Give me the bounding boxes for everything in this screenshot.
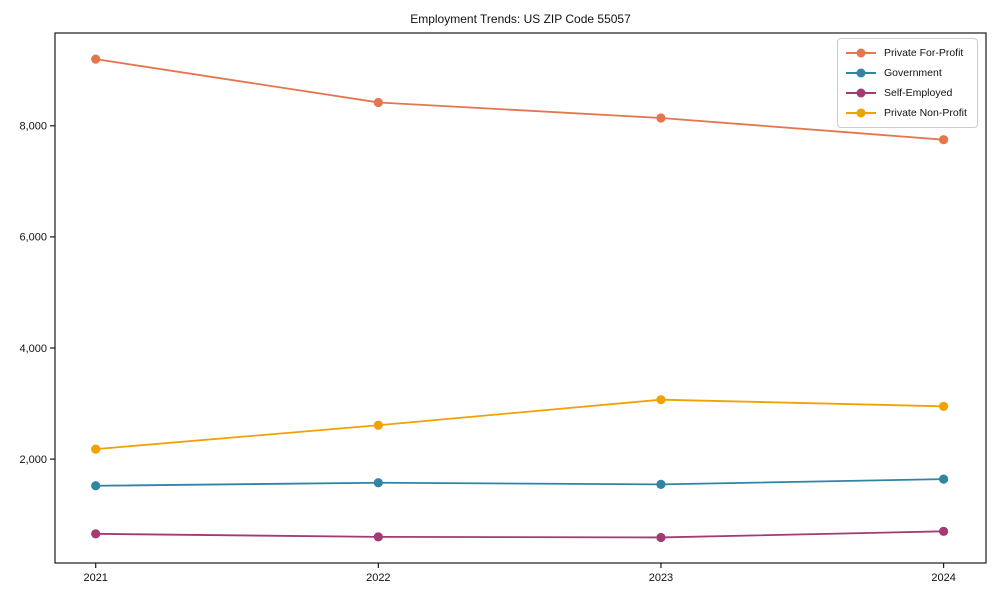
data-point [938, 401, 949, 411]
series-line [95, 398, 944, 451]
y-tick-label: 4,000 [19, 343, 47, 355]
x-tick-label: 2022 [366, 572, 390, 584]
data-point [91, 54, 101, 64]
legend-label-self-employed: Self-Employed [884, 87, 953, 99]
data-point [656, 479, 666, 489]
legend-marker-government-icon [846, 68, 876, 78]
data-point [656, 113, 666, 123]
series-line [95, 478, 944, 487]
data-point [938, 474, 949, 484]
data-point [656, 395, 666, 405]
data-point [373, 420, 383, 430]
data-point [938, 135, 949, 145]
legend-label-government: Government [884, 67, 942, 79]
data-point [938, 526, 949, 536]
data-point [656, 532, 666, 543]
data-point [91, 481, 101, 491]
legend: Private For-Profit Government Self-Emplo… [837, 38, 978, 128]
legend-marker-private-for-profit-icon [846, 48, 876, 58]
chart-title: Employment Trends: US ZIP Code 55057 [410, 12, 631, 26]
x-tick-label: 2023 [649, 572, 673, 584]
data-point [373, 97, 383, 108]
legend-item-government: Government [846, 67, 969, 79]
y-tick-label: 8,000 [19, 121, 47, 133]
series-line [95, 530, 944, 539]
data-point [373, 532, 383, 542]
legend-label-private-for-profit: Private For-Profit [884, 47, 964, 59]
data-point [91, 529, 101, 539]
y-tick-label: 2,000 [19, 454, 47, 466]
x-tick-label: 2021 [83, 572, 107, 584]
legend-label-private-non-profit: Private Non-Profit [884, 107, 967, 119]
legend-item-private-non-profit: Private Non-Profit [846, 107, 969, 119]
x-tick-label: 2024 [931, 572, 955, 584]
legend-item-private-for-profit: Private For-Profit [846, 47, 969, 59]
y-tick-label: 6,000 [19, 232, 47, 244]
series-line [95, 58, 944, 141]
data-point [373, 478, 383, 488]
data-point [91, 444, 101, 454]
legend-marker-self-employed-icon [846, 88, 876, 98]
plot-frame [54, 32, 987, 564]
legend-item-self-employed: Self-Employed [846, 87, 969, 99]
legend-marker-private-non-profit-icon [846, 108, 876, 118]
